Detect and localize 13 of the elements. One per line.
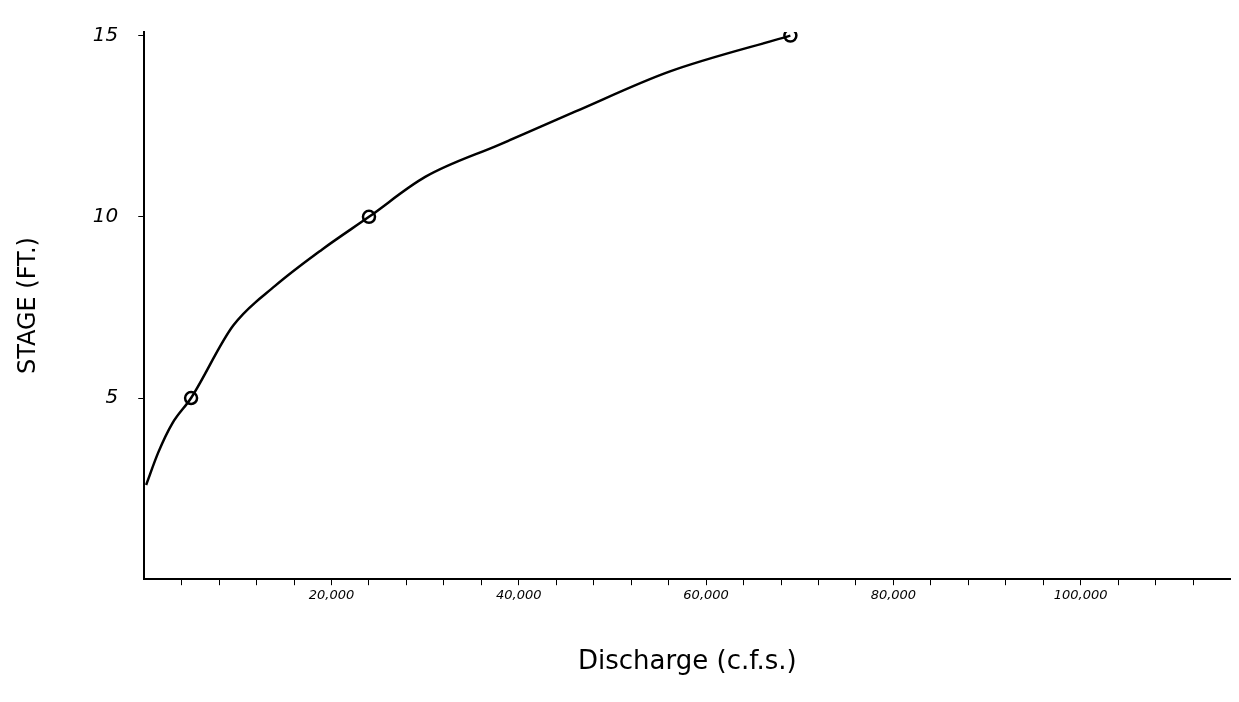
point xyxy=(361,209,377,225)
x-tick-label: 40,000 xyxy=(496,587,542,603)
point xyxy=(183,390,199,406)
x-axis-title: Discharge (c.f.s.) xyxy=(578,645,797,676)
y-tick-label: 5 xyxy=(105,384,119,409)
y-tick-label: 15 xyxy=(92,21,119,46)
x-tick-label: 20,000 xyxy=(308,587,355,603)
x-tick-label: 100,000 xyxy=(1053,587,1108,603)
y-axis-title: STAGE (FT.) xyxy=(12,237,41,375)
x-tick-label: 60,000 xyxy=(683,587,729,603)
y-tick-label: 10 xyxy=(92,203,119,228)
x-tick-label: 80,000 xyxy=(870,587,917,603)
point xyxy=(783,32,798,43)
